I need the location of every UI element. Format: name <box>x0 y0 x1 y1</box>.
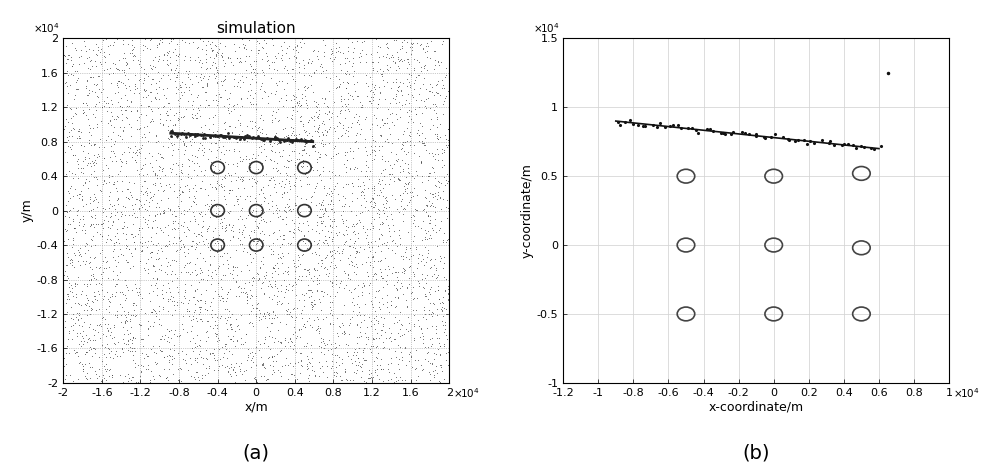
X-axis label: x-coordinate/m: x-coordinate/m <box>709 401 804 413</box>
Text: $\times\!10^4$: $\times\!10^4$ <box>533 21 559 35</box>
Text: (a): (a) <box>243 443 270 462</box>
Y-axis label: y-coordinate/m: y-coordinate/m <box>521 163 534 258</box>
Text: $\times\!10^4$: $\times\!10^4$ <box>953 386 980 400</box>
Text: $\times\!10^4$: $\times\!10^4$ <box>453 386 480 400</box>
X-axis label: x/m: x/m <box>244 401 268 413</box>
Text: (b): (b) <box>742 443 770 462</box>
Text: $\times\!10^4$: $\times\!10^4$ <box>33 21 59 35</box>
Title: simulation: simulation <box>216 21 296 36</box>
Y-axis label: y/m: y/m <box>21 199 34 222</box>
